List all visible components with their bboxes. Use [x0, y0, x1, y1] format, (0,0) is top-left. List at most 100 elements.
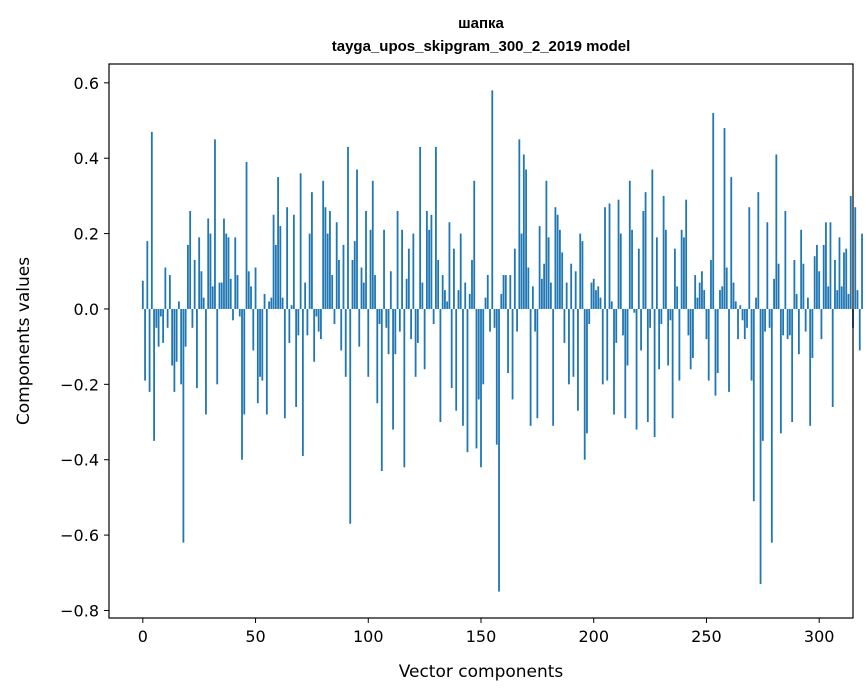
bar	[563, 308, 566, 343]
bar	[529, 308, 532, 426]
x-tick-label: 300	[804, 627, 835, 646]
bar	[401, 229, 403, 309]
bar	[608, 203, 611, 309]
bar	[701, 271, 703, 309]
y-tick-label: −0.6	[60, 526, 99, 545]
bar	[360, 267, 363, 309]
bar	[468, 293, 471, 309]
bar	[202, 297, 205, 309]
bar	[739, 305, 742, 309]
bar	[807, 297, 809, 309]
bar	[392, 308, 394, 430]
bar	[561, 252, 564, 309]
bar	[642, 210, 645, 309]
bar	[268, 301, 270, 309]
bar	[813, 256, 816, 309]
bar	[816, 244, 818, 309]
bar	[453, 248, 455, 309]
bar	[540, 278, 543, 309]
bar	[223, 218, 225, 309]
bar	[804, 308, 807, 332]
bar	[270, 297, 273, 309]
bar	[586, 308, 588, 434]
bar	[730, 177, 733, 309]
bar	[380, 308, 383, 472]
bar	[721, 286, 724, 309]
bar	[155, 308, 158, 328]
bar	[498, 308, 500, 592]
x-tick-label: 250	[691, 627, 722, 646]
bar	[209, 233, 212, 309]
bar	[581, 241, 584, 309]
bar	[484, 297, 487, 309]
bar	[252, 308, 255, 351]
bar	[513, 248, 516, 309]
bar	[849, 195, 852, 309]
bar	[547, 237, 550, 309]
bar	[838, 237, 841, 309]
bar	[755, 297, 757, 309]
bar	[299, 173, 302, 309]
bar	[750, 308, 753, 381]
bar	[369, 229, 372, 309]
bar	[259, 308, 261, 377]
bar	[646, 308, 649, 423]
bar	[714, 308, 717, 396]
bar	[193, 259, 196, 309]
bar	[583, 308, 586, 460]
bar	[525, 169, 527, 309]
bar	[800, 229, 803, 309]
bar	[428, 229, 431, 309]
bar	[367, 308, 370, 377]
bar	[504, 275, 507, 309]
bar	[655, 237, 658, 309]
bar	[779, 308, 782, 434]
bar	[637, 248, 640, 309]
bar	[644, 192, 647, 309]
bar	[658, 308, 661, 370]
y-tick-label: 0.2	[74, 225, 99, 244]
bar	[281, 297, 284, 309]
bar	[759, 308, 762, 585]
bar	[225, 233, 228, 309]
bar	[606, 308, 609, 381]
bar	[423, 308, 426, 370]
bar	[705, 308, 708, 340]
bar	[856, 290, 859, 309]
bar	[845, 248, 848, 309]
bar	[473, 180, 476, 309]
bar	[601, 308, 604, 385]
bar	[153, 308, 155, 441]
bar	[574, 271, 577, 309]
bar	[168, 275, 171, 309]
bar	[559, 229, 561, 309]
bar	[809, 308, 812, 426]
bar	[200, 271, 203, 309]
bar	[437, 259, 440, 309]
bar	[144, 308, 146, 381]
bar	[464, 282, 467, 309]
bar	[362, 282, 365, 309]
bar	[455, 308, 458, 411]
bar	[446, 301, 449, 309]
bar	[761, 308, 764, 441]
bar	[320, 308, 322, 340]
bar	[617, 199, 620, 309]
bar	[419, 146, 422, 309]
bar	[254, 267, 257, 309]
bar	[577, 308, 579, 411]
bar	[698, 282, 701, 309]
bar	[283, 308, 286, 419]
bar	[304, 282, 307, 309]
bar	[448, 222, 451, 309]
bar	[678, 308, 681, 381]
bar	[338, 259, 340, 309]
bar	[263, 293, 266, 309]
bar	[588, 308, 591, 325]
bar	[177, 301, 180, 309]
bar	[265, 308, 268, 415]
bar	[570, 263, 573, 309]
bar	[671, 308, 674, 419]
bar	[241, 308, 243, 460]
bar	[229, 278, 232, 309]
